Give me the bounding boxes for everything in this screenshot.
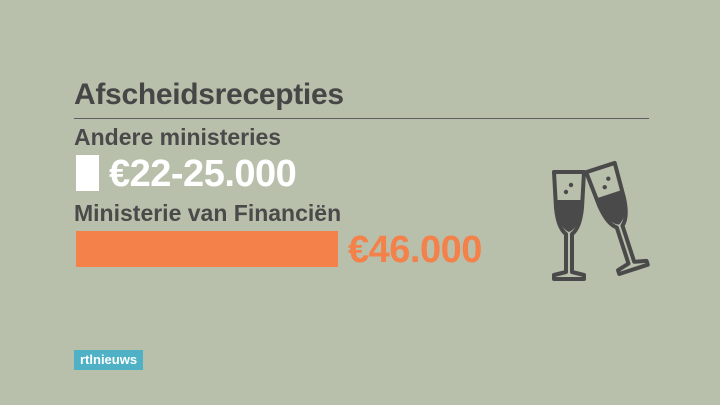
bar <box>76 155 99 191</box>
bar <box>76 231 338 267</box>
right-glass <box>584 160 650 276</box>
title-rule <box>74 118 649 119</box>
left-glass <box>552 170 586 281</box>
chart-title: Afscheidsrecepties <box>74 78 344 111</box>
category-label: Andere ministeries <box>74 124 282 150</box>
category-label: Ministerie van Financiën <box>74 200 342 226</box>
champagne-glasses-icon <box>552 160 650 281</box>
value-label: €46.000 <box>348 229 482 271</box>
value-label: €22-25.000 <box>109 153 297 195</box>
rtl-nieuws-logo: rtlnieuws <box>74 350 144 370</box>
